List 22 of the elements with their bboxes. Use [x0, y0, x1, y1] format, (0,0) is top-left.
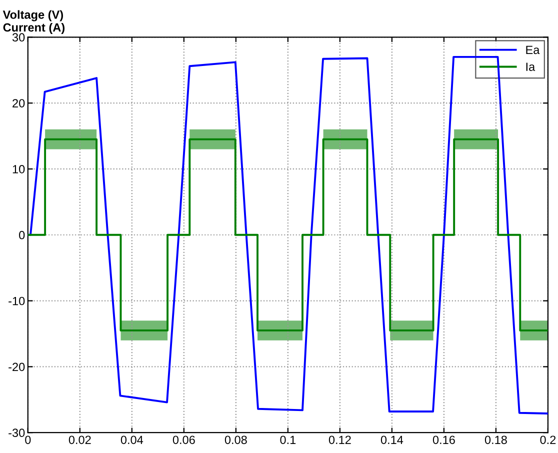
x-tick-label: 0.04 [120, 436, 144, 444]
y-tick-label: 10 [12, 165, 25, 174]
y-tick-label: 30 [12, 33, 25, 42]
y-tick-label: -20 [8, 362, 25, 372]
x-tick-label: 0.2 [540, 436, 556, 444]
x-tick-label: 0.06 [172, 436, 195, 444]
x-tick-label: 0.14 [380, 436, 404, 444]
x-tick-label: 0.1 [280, 436, 296, 444]
x-tick-label: 0.02 [68, 436, 91, 444]
x-tick-label: 0 [25, 436, 31, 444]
legend-label: Ea [526, 46, 540, 54]
y-tick-label: 0 [19, 230, 25, 240]
x-tick-label: 0.08 [224, 436, 247, 444]
y-tick-label: 20 [12, 99, 25, 108]
y-tick-label: -10 [8, 296, 25, 306]
y-tick-label: -30 [8, 428, 25, 438]
y-axis-title: Voltage (V) Current (A) [2, 10, 65, 34]
x-tick-label: 0.16 [432, 436, 455, 444]
legend-label: Ia [526, 62, 536, 71]
x-tick-label: 0.18 [484, 436, 507, 444]
x-tick-label: 0.12 [328, 436, 351, 444]
line-series [28, 56, 548, 414]
